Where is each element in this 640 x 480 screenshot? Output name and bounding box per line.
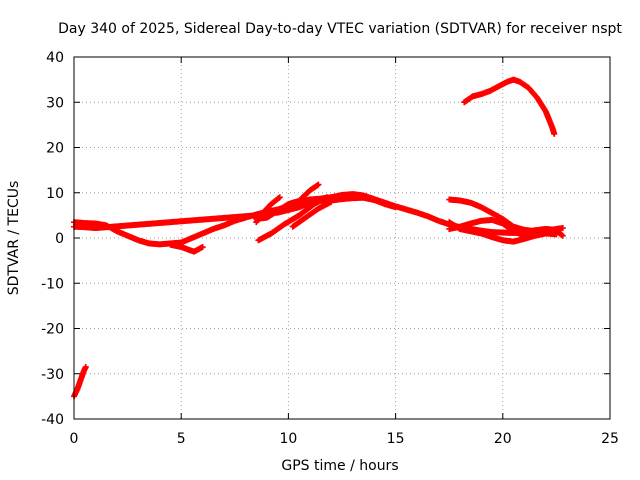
y-axis-ticks: -40 -30 -20 -10 0 10 20 30 40 (41, 50, 610, 428)
x-tick-label: 10 (279, 431, 297, 447)
chart-title: Day 340 of 2025, Sidereal Day-to-day VTE… (58, 21, 622, 37)
y-tick-label: -10 (41, 276, 64, 292)
y-tick-label: -20 (41, 322, 64, 338)
series-arc-rise-c (255, 194, 330, 244)
y-tick-label: 30 (46, 95, 64, 111)
x-tick-label: 20 (494, 431, 512, 447)
series-arc-late-c (446, 219, 560, 245)
data-point-markers (446, 219, 560, 245)
data-point-markers (289, 198, 335, 230)
x-axis-ticks: 0 5 10 15 20 25 (70, 57, 619, 447)
data-point-markers (167, 241, 206, 255)
y-tick-label: 40 (46, 50, 64, 66)
data-point-markers (253, 194, 283, 226)
series-arc-main-offset (71, 194, 399, 232)
y-tick-label: -40 (41, 412, 64, 428)
y-axis-label: SDTVAR / TECUs (6, 181, 22, 296)
x-tick-label: 0 (70, 431, 79, 447)
x-tick-label: 15 (387, 431, 405, 447)
series-arc-upper (461, 76, 558, 137)
series-arc-rise-b (253, 194, 283, 226)
x-axis-label: GPS time / hours (281, 458, 398, 474)
y-tick-label: 20 (46, 141, 64, 157)
y-tick-label: 0 (55, 231, 64, 247)
data-point-markers (461, 76, 558, 137)
y-tick-label: 10 (46, 186, 64, 202)
series-arc-dip (167, 241, 206, 255)
y-tick-label: -30 (41, 367, 64, 383)
x-tick-label: 25 (601, 431, 619, 447)
series-arc-rise-d (289, 198, 335, 230)
x-tick-label: 5 (177, 431, 186, 447)
data-point-markers (71, 194, 399, 232)
data-point-markers (255, 194, 330, 244)
